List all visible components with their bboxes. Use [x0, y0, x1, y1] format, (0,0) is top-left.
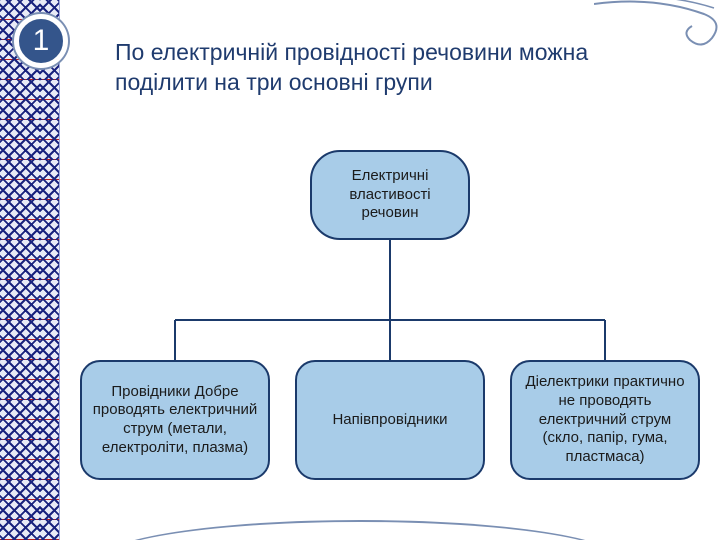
node-conductors-text: Провідники Добре проводять електричний с…	[90, 383, 260, 458]
node-root: Електричні властивості речовин	[310, 150, 470, 240]
slide-number-badge: 1	[14, 14, 68, 68]
node-root-text: Електричні властивості речовин	[320, 167, 460, 223]
node-dielectrics: Діелектрики практично не проводять елект…	[510, 360, 700, 480]
node-semiconductors: Напівпровідники	[295, 360, 485, 480]
slide-title: По електричній провідності речовини можн…	[115, 38, 675, 98]
connector-drop-2	[389, 320, 391, 360]
diagram: Електричні властивості речовин Провідник…	[70, 130, 710, 530]
connector-trunk	[389, 240, 391, 320]
connector-drop-3	[604, 320, 606, 360]
node-conductors: Провідники Добре проводять електричний с…	[80, 360, 270, 480]
slide: 1 По електричній провідності речовини мо…	[0, 0, 720, 540]
slide-number: 1	[33, 24, 50, 58]
node-semiconductors-text: Напівпровідники	[332, 411, 447, 430]
ornament-strip	[0, 0, 60, 540]
connector-drop-1	[174, 320, 176, 360]
node-dielectrics-text: Діелектрики практично не проводять елект…	[520, 373, 690, 467]
